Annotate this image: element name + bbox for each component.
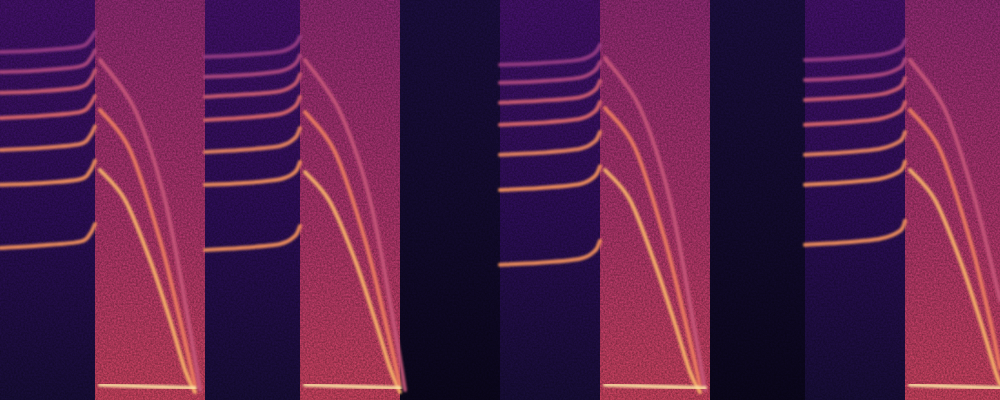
harmonic-ridge: [805, 221, 905, 245]
noise-texture: [0, 0, 1000, 400]
harmonic-ridge: [910, 385, 1000, 388]
harmonic-ridge: [100, 385, 195, 388]
harmonic-ridge: [0, 161, 95, 185]
harmonic-ridge: [910, 170, 1000, 384]
harmonic-ridge: [205, 37, 300, 57]
harmonic-ridge: [805, 132, 905, 155]
harmonic-ridge: [205, 55, 300, 77]
harmonic-ridge: [500, 166, 600, 190]
harmonic-ridge: [100, 60, 200, 390]
harmonic-ridge: [805, 102, 905, 125]
harmonic-ridge: [100, 110, 195, 385]
harmonic-ridge: [0, 70, 95, 92]
plot-area: [0, 0, 1000, 400]
harmonic-ridge: [305, 60, 405, 390]
harmonic-ridge: [0, 224, 95, 248]
harmonic-ridge: [805, 59, 905, 80]
harmonic-ridge: [500, 102, 600, 125]
spectrogram: [0, 0, 1000, 400]
harmonic-ridge: [0, 50, 95, 72]
harmonic-ridge: [805, 162, 905, 185]
harmonic-ridge: [605, 385, 705, 388]
harmonic-ridge: [805, 40, 905, 60]
harmonic-ridge: [0, 96, 95, 118]
harmonic-ridge: [0, 32, 95, 52]
harmonic-ridge: [500, 241, 600, 265]
harmonic-ridge: [305, 112, 400, 385]
harmonic-ridge: [205, 162, 300, 185]
harmonic-ridge: [605, 108, 700, 385]
harmonic-ridge: [205, 97, 300, 120]
harmonic-ridge: [500, 132, 600, 155]
harmonic-ridge: [910, 60, 1000, 300]
harmonic-ridge: [500, 45, 600, 65]
harmonic-ridge: [605, 58, 705, 390]
harmonic-ridge: [205, 226, 300, 250]
harmonic-ridge: [305, 385, 400, 388]
harmonic-ridge: [205, 128, 300, 152]
harmonic-ridge: [0, 126, 95, 150]
